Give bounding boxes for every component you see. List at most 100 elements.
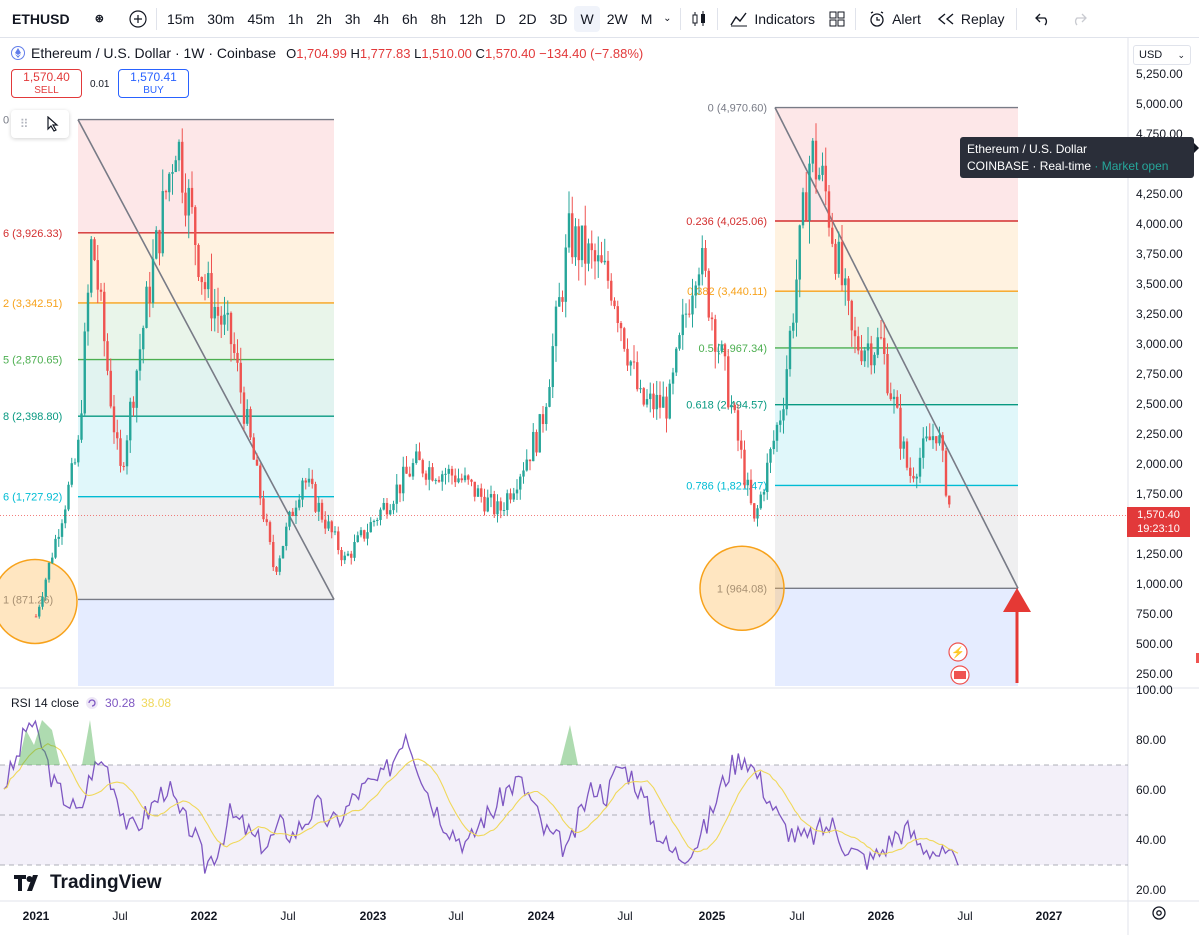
candle-body [223, 314, 226, 325]
candle-body [424, 473, 428, 480]
rsi-ma-line [3, 743, 959, 855]
fib-left-label: 8 (2,398.80) [3, 411, 62, 423]
time-axis-label: Jul [448, 909, 463, 923]
candle-body [242, 392, 246, 424]
candle-body [532, 431, 535, 462]
event-flash-icon [948, 642, 968, 662]
buy-button[interactable]: 1,570.41 BUY [118, 69, 189, 98]
candle-body [447, 468, 450, 474]
interval-4h[interactable]: 4h [373, 10, 390, 27]
candle-body [457, 478, 460, 483]
candle-body [603, 260, 606, 263]
interval-12h[interactable]: 12h [459, 10, 483, 27]
candle-body [629, 361, 632, 366]
tradingview-mark-icon [14, 875, 38, 891]
undo-icon[interactable] [1029, 5, 1057, 33]
drawing-toolbar: ⠿ [11, 110, 69, 138]
rsi-overbought-fill [18, 720, 60, 765]
candle-body [272, 541, 275, 568]
candle-body [96, 260, 99, 290]
event-flash-icon: ⚡ [951, 646, 965, 659]
divider [855, 7, 857, 30]
alert-button[interactable]: Alert [860, 6, 929, 32]
candle-body [558, 297, 561, 307]
candle-body [512, 493, 515, 500]
candle-body [288, 511, 291, 527]
price-axis-label: 500.00 [1136, 637, 1173, 651]
refresh-icon[interactable] [85, 696, 99, 710]
candle-body [632, 361, 636, 363]
interval-3d[interactable]: 3D [549, 10, 568, 27]
candle-body [216, 306, 220, 316]
candle-body [509, 493, 512, 500]
candle-body [853, 330, 857, 337]
interval-dropdown-icon[interactable]: ⌄ [663, 13, 672, 24]
interval-8h[interactable]: 8h [430, 10, 447, 27]
price-axis-label: 3,250.00 [1136, 307, 1183, 321]
price-axis-label: 4,000.00 [1136, 217, 1183, 231]
candle-body [298, 499, 301, 508]
interval-3h[interactable]: 3h [344, 10, 361, 27]
candle-body [590, 243, 593, 251]
candle-body [909, 467, 912, 476]
candle-body [571, 213, 574, 258]
candle-body [454, 475, 457, 483]
time-axis-label: Jul [617, 909, 632, 923]
candle-body [759, 494, 762, 509]
interval-2d[interactable]: 2D [518, 10, 537, 27]
interval-15m[interactable]: 15m [167, 10, 195, 27]
candle-body [317, 502, 320, 512]
candle-body [671, 372, 675, 384]
candle-body [44, 579, 47, 597]
interval-45m[interactable]: 45m [247, 10, 275, 27]
candle-body [519, 476, 522, 490]
time-axis-label: Jul [112, 909, 127, 923]
candle-body [366, 532, 369, 539]
candle-body [119, 438, 122, 466]
interval-2w[interactable]: 2W [606, 10, 628, 27]
interval-m[interactable]: M [640, 10, 653, 27]
interval-2h[interactable]: 2h [316, 10, 332, 27]
candle-body [483, 496, 486, 512]
axis-settings-icon[interactable] [1151, 905, 1167, 926]
interval-d[interactable]: D [495, 10, 506, 27]
interval-1h[interactable]: 1h [287, 10, 304, 27]
indicators-button[interactable]: Indicators [722, 6, 823, 32]
last-price-tag: 1,570.40 19:23:10 [1127, 507, 1190, 537]
candle-body [64, 509, 67, 524]
candle-body [548, 387, 551, 407]
layouts-icon[interactable] [823, 5, 851, 33]
candle-body [138, 349, 142, 371]
price-axis-label: 750.00 [1136, 607, 1173, 621]
price-chart[interactable]: 0 6 (3,926.33) 2 (3,342.51) 5 (2,870.65) 8 (… [0, 38, 1199, 935]
candle-body [311, 478, 314, 485]
candle-body [730, 404, 733, 408]
cursor-arrow-icon[interactable] [46, 116, 60, 132]
symbol-menu-icon[interactable]: ⊛ [94, 13, 104, 25]
replay-button[interactable]: Replay [929, 6, 1013, 32]
redo-icon[interactable] [1065, 5, 1093, 33]
interval-6h[interactable]: 6h [402, 10, 418, 27]
candle-style-icon[interactable] [685, 5, 713, 33]
drag-handle-icon[interactable]: ⠿ [19, 117, 29, 131]
rsi-axis-label: 80.00 [1136, 733, 1166, 747]
candle-body [720, 344, 723, 351]
currency-selector[interactable]: USD ⌄ [1133, 45, 1191, 65]
candle-body [918, 457, 922, 477]
candle-body [324, 519, 327, 529]
candle-body [600, 255, 603, 263]
compare-add-icon[interactable] [124, 5, 152, 33]
time-axis-label: Jul [280, 909, 295, 923]
interval-w[interactable]: W [574, 5, 600, 32]
candle-body [246, 408, 249, 424]
symbol-search[interactable]: ETHUSD ⊛ [6, 6, 110, 32]
candle-body [402, 466, 405, 494]
candle-body [580, 225, 584, 261]
candle-body [259, 465, 262, 499]
fib-left-label: 1 (871.26) [3, 594, 53, 606]
candle-body [522, 470, 525, 477]
candle-body [870, 343, 873, 366]
interval-30m[interactable]: 30m [207, 10, 235, 27]
price-axis-label: 1,000.00 [1136, 577, 1183, 591]
sell-button[interactable]: 1,570.40 SELL [11, 69, 82, 98]
